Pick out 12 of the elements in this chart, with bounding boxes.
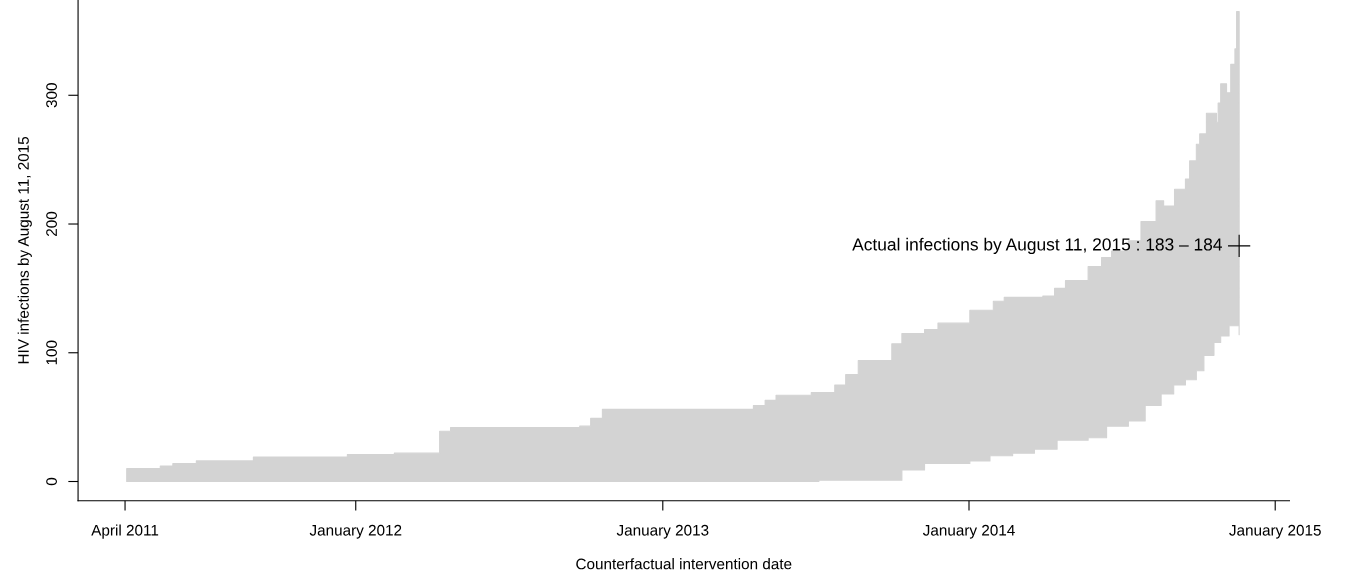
x-axis-title: Counterfactual intervention date xyxy=(576,558,792,570)
y-axis-title: HIV infections by August 11, 2015 xyxy=(17,136,32,364)
annotation: Actual infections by August 11, 2015 : 183 – 184 xyxy=(852,237,1222,254)
y-tick-label: 0 xyxy=(46,477,57,486)
x-tick-label: January 2012 xyxy=(309,524,402,539)
x-tick-label: April 2011 xyxy=(91,524,159,539)
y-tick-label: 100 xyxy=(46,340,57,365)
x-tick-label: January 2013 xyxy=(616,524,709,539)
x-tick-label: January 2015 xyxy=(1229,524,1321,539)
x-tick-label: January 2014 xyxy=(922,524,1015,539)
y-tick-label: 300 xyxy=(46,83,57,108)
y-tick-label: 200 xyxy=(46,211,57,236)
